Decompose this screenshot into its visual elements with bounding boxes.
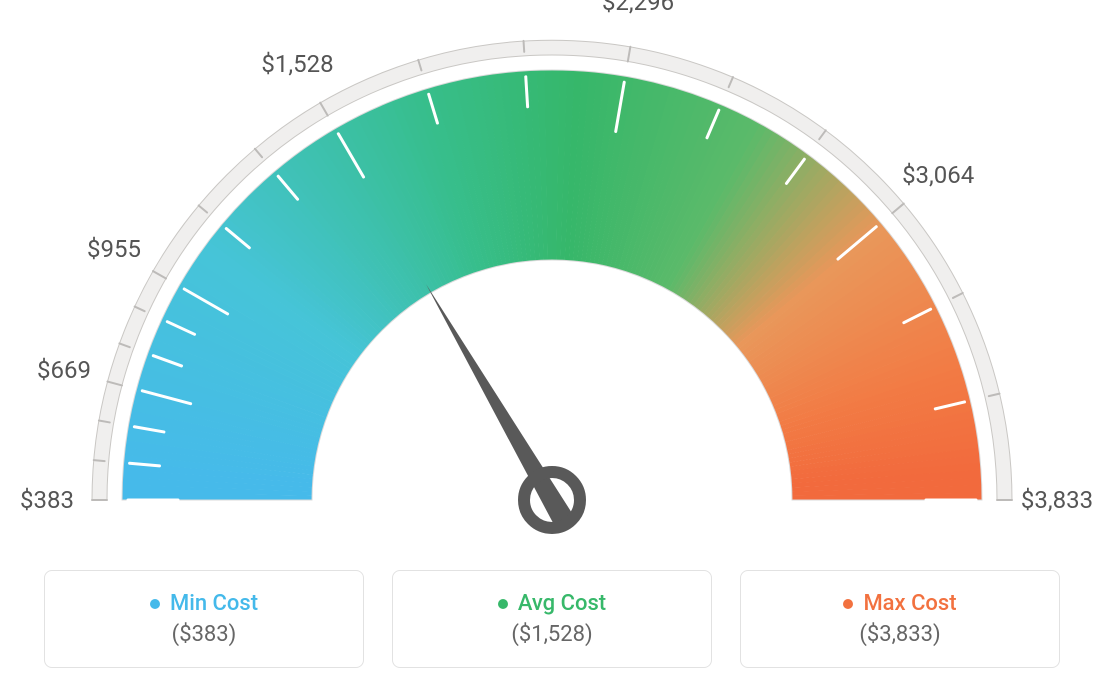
- scale-label: $3,833: [1021, 486, 1093, 514]
- legend-dot-max: [843, 599, 853, 609]
- gauge-area: $383 $669 $955 $1,528 $2,296 $3,064 $3,833: [0, 0, 1104, 560]
- legend-dot-min: [150, 599, 160, 609]
- legend-value-max: ($3,833): [859, 622, 940, 647]
- legend-top-avg: Avg Cost: [498, 591, 606, 616]
- legend-title-min: Min Cost: [170, 591, 258, 616]
- scale-label: $383: [20, 486, 74, 514]
- legend-value-avg: ($1,528): [511, 622, 592, 647]
- legend-card-min: Min Cost ($383): [44, 570, 364, 668]
- scale-label: $1,528: [261, 50, 333, 78]
- cost-gauge-chart: $383 $669 $955 $1,528 $2,296 $3,064 $3,833 Min…: [0, 0, 1104, 690]
- legend-title-max: Max Cost: [863, 591, 956, 616]
- legend-title-avg: Avg Cost: [518, 591, 606, 616]
- legend-row: Min Cost ($383) Avg Cost ($1,528) Max Co…: [0, 570, 1104, 670]
- legend-top-max: Max Cost: [843, 591, 956, 616]
- scale-label: $955: [87, 235, 141, 263]
- legend-card-avg: Avg Cost ($1,528): [392, 570, 712, 668]
- scale-label: $2,296: [602, 0, 674, 16]
- scale-label: $3,064: [902, 161, 974, 189]
- legend-value-min: ($383): [172, 622, 237, 647]
- legend-card-max: Max Cost ($3,833): [740, 570, 1060, 668]
- gauge-svg: [0, 0, 1104, 560]
- legend-top-min: Min Cost: [150, 591, 258, 616]
- legend-dot-avg: [498, 599, 508, 609]
- scale-label: $669: [37, 356, 91, 384]
